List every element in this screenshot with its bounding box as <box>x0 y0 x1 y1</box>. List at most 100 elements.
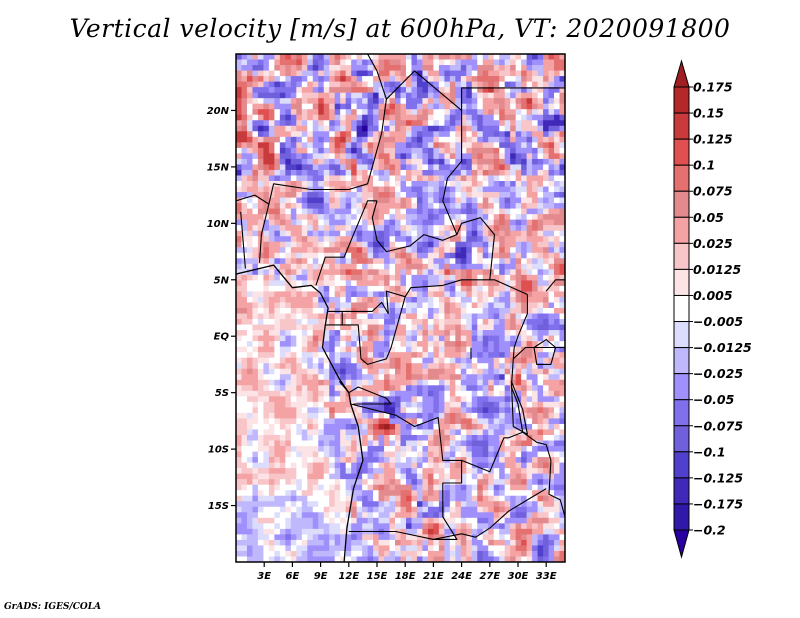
field-cell <box>488 495 495 502</box>
field-cell <box>263 181 270 188</box>
field-cell <box>263 429 270 436</box>
field-cell <box>482 319 489 326</box>
field-cell <box>482 92 489 99</box>
field-cell <box>521 440 528 447</box>
field-cell <box>455 219 462 226</box>
field-cell <box>471 423 478 431</box>
field-cell <box>422 346 429 353</box>
field-cell <box>290 346 297 353</box>
field-cell <box>285 109 292 116</box>
field-cell <box>395 352 402 359</box>
field-cell <box>460 103 467 110</box>
field-cell <box>427 341 434 348</box>
field-cell <box>438 484 445 491</box>
field-cell <box>537 236 544 243</box>
field-cell <box>268 175 275 182</box>
field-cell <box>559 197 565 204</box>
field-cell <box>438 501 445 508</box>
field-cell <box>279 214 286 221</box>
field-cell <box>246 479 254 486</box>
field-cell <box>312 468 319 475</box>
field-cell <box>438 374 445 381</box>
field-cell <box>510 169 517 177</box>
field-cell <box>405 274 413 281</box>
field-cell <box>362 214 369 221</box>
field-cell <box>373 401 380 408</box>
field-cell <box>493 92 500 99</box>
field-cell <box>455 407 462 414</box>
field-cell <box>554 81 561 88</box>
field-cell <box>312 175 319 182</box>
field-cell <box>504 114 511 121</box>
field-cell <box>236 114 243 121</box>
field-cell <box>367 192 374 199</box>
field-cell <box>351 462 358 469</box>
field-cell <box>548 181 555 188</box>
field-cell <box>236 352 243 359</box>
field-cell <box>554 296 561 304</box>
field-cell <box>395 429 402 436</box>
field-cell <box>312 263 319 270</box>
field-cell <box>252 352 259 359</box>
field-cell <box>543 462 550 469</box>
field-cell <box>411 341 418 348</box>
field-cell <box>367 462 374 469</box>
field-cell <box>389 423 396 431</box>
field-cell <box>482 374 489 381</box>
field-cell <box>433 208 440 215</box>
field-cell <box>373 192 380 199</box>
field-cell <box>290 296 297 304</box>
field-cell <box>246 76 254 83</box>
field-cell <box>263 285 270 293</box>
field-cell <box>279 330 286 337</box>
field-cell <box>323 76 330 83</box>
field-cell <box>548 446 555 453</box>
field-cell <box>504 109 511 116</box>
field-cell <box>274 352 281 359</box>
field-cell <box>301 346 308 353</box>
field-cell <box>296 136 303 143</box>
field-cell <box>296 379 303 386</box>
field-cell <box>493 241 500 248</box>
field-cell <box>351 87 358 94</box>
field-cell <box>373 319 380 326</box>
field-cell <box>521 423 528 431</box>
field-cell <box>521 241 528 248</box>
field-cell <box>411 54 418 61</box>
field-cell <box>246 258 254 265</box>
field-cell <box>554 451 561 458</box>
field-cell <box>241 225 248 232</box>
field-cell <box>257 468 265 475</box>
field-cell <box>482 506 489 513</box>
field-cell <box>433 120 440 127</box>
field-cell <box>296 429 303 436</box>
field-cell <box>460 54 467 61</box>
field-cell <box>340 247 347 254</box>
field-cell <box>296 396 303 403</box>
field-cell <box>543 401 550 408</box>
field-cell <box>515 252 522 259</box>
field-cell <box>279 462 286 469</box>
field-cell <box>329 462 336 469</box>
field-cell <box>493 346 500 353</box>
field-cell <box>367 423 374 431</box>
field-cell <box>466 219 473 226</box>
field-cell <box>488 490 495 497</box>
field-cell <box>427 197 434 204</box>
field-cell <box>279 423 286 431</box>
field-cell <box>274 330 281 337</box>
field-cell <box>482 241 489 248</box>
field-cell <box>554 319 561 326</box>
field-cell <box>329 457 336 464</box>
field-cell <box>373 462 380 469</box>
field-cell <box>246 103 254 110</box>
field-cell <box>510 236 517 243</box>
field-cell <box>543 468 550 475</box>
field-cell <box>548 125 555 132</box>
field-cell <box>268 490 275 497</box>
field-cell <box>362 390 369 397</box>
field-cell <box>477 98 484 105</box>
field-cell <box>263 313 270 320</box>
field-cell <box>301 225 308 232</box>
field-cell <box>263 457 270 464</box>
